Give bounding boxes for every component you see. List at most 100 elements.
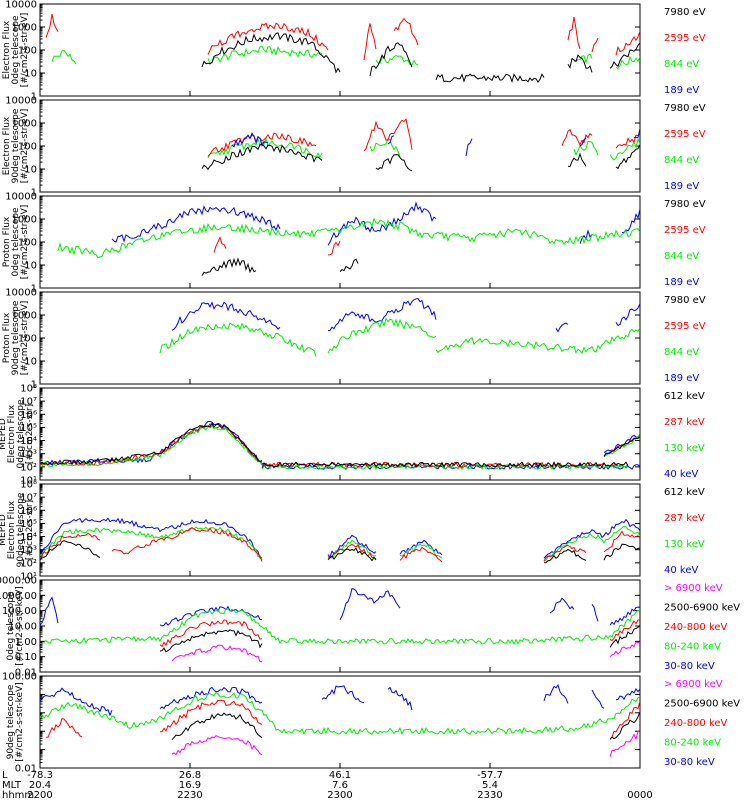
series-2 (201, 143, 640, 172)
series-line (213, 235, 227, 253)
y-tick-label: 10000.00 (0, 576, 37, 587)
y-tick-label: 10.00 (8, 622, 37, 633)
legend-entry: 844 eV (664, 347, 699, 358)
series-line (609, 625, 640, 648)
x-row-label: L (2, 770, 8, 781)
panel-7: 0.01 0.10 1.00 10.00 100.00 1000.00 10000.00 0d… (0, 576, 740, 679)
legend-entry: > 6900 keV (664, 679, 723, 690)
y-tick-label: 1000 (12, 119, 37, 130)
series-4 (40, 540, 640, 564)
y-axis-label: 90deg telescope (11, 300, 21, 375)
series-line (339, 587, 401, 620)
legend-entry: 844 eV (664, 251, 699, 262)
series-group (40, 517, 640, 564)
series-line (399, 539, 443, 556)
series-line (375, 154, 413, 172)
y-tick-label: 1000 (12, 215, 37, 226)
panel-3: 1 10 100 1000 10000 Proton Flux 0deg telescope… (2, 192, 706, 295)
x-tick-label: 2230 (177, 790, 202, 800)
x-tick-label: 16.9 (179, 780, 201, 791)
legend-entry: 130 keV (664, 539, 705, 550)
x-tick-label: 5.4 (482, 780, 498, 791)
series-line (45, 13, 59, 38)
series-line (327, 539, 377, 559)
series-line (327, 201, 437, 246)
y-axis-label: 0deg telescope (16, 399, 26, 469)
series-line (207, 45, 323, 65)
series-line (543, 518, 640, 559)
series-line (369, 137, 401, 157)
x-row-label: MLT (2, 780, 22, 791)
series-line (549, 597, 575, 614)
series-line (591, 37, 599, 53)
y-tick-label: 10⁶ (20, 410, 37, 421)
series-line (579, 137, 587, 147)
legend-entry: 844 eV (664, 59, 699, 70)
legend-entry: 40 keV (664, 469, 698, 480)
series-line (615, 133, 640, 149)
series-line (609, 729, 640, 757)
series-line (435, 73, 545, 84)
series-line (363, 118, 413, 152)
x-tick-label: 7.6 (332, 780, 348, 791)
series-line (207, 22, 329, 55)
y-tick-label: 100 (18, 46, 37, 57)
series-line (327, 317, 437, 354)
series-line (573, 140, 599, 156)
series-2 (40, 691, 640, 736)
x-axis-labels: L -78.3 26.8 46.1 -57.7 MLT 20.4 16.9 7.6 5.4 hhmm… (2, 770, 653, 800)
panel-frame (39, 291, 641, 385)
y-axis-label: [#/cm2-s-str-eV] (20, 109, 30, 184)
series-line (159, 629, 263, 653)
series-line (393, 17, 419, 46)
y-tick-label: 100 (18, 238, 37, 249)
series-2 (57, 217, 640, 259)
series-line (40, 420, 263, 466)
y-tick-label: 1000.00 (0, 591, 37, 602)
series-line (543, 548, 587, 564)
legend-entry: 2595 eV (664, 225, 706, 236)
y-tick-label: 0.10 (15, 652, 37, 663)
y-tick-label: 10² (20, 558, 37, 569)
legend-entry: 240-800 keV (664, 718, 728, 729)
y-tick-label: 100.00 (2, 672, 37, 683)
series-line (603, 436, 640, 457)
y-axis-label: MEPED (0, 514, 8, 546)
series-line (51, 49, 77, 65)
series-line (40, 422, 263, 466)
series-line (207, 136, 323, 159)
y-tick-label: 0.01 (15, 668, 37, 679)
x-tick-label: 2300 (327, 790, 352, 800)
series-line (321, 685, 365, 704)
legend-entry: 80-240 keV (664, 642, 721, 653)
series-group (201, 118, 640, 172)
x-tick-label: 0000 (627, 790, 652, 800)
series-line (111, 527, 263, 562)
legend-entry: 612 keV (664, 391, 705, 402)
y-tick-label: 10⁶ (20, 506, 37, 517)
y-tick-label: 10¹ (20, 572, 37, 583)
series-line (591, 689, 605, 709)
legend-entry: 2500-6900 keV (664, 603, 740, 614)
series-line (609, 137, 640, 161)
y-tick-label: 100.00 (2, 606, 37, 617)
legend-entry: 30-80 keV (664, 757, 715, 768)
legend-entry: 7980 eV (664, 103, 706, 114)
series-3 (45, 13, 640, 61)
y-tick-label: 10⁸ (20, 480, 37, 491)
y-axis-label: Electron Flux (7, 500, 17, 559)
legend-entry: 130 keV (664, 443, 705, 454)
series-line (160, 699, 263, 733)
y-axis-label: [#/cm2-s-str] (25, 404, 35, 464)
x-row-label: hhmm (2, 790, 34, 800)
series-2 (159, 317, 640, 357)
series-line (369, 42, 413, 77)
y-tick-label: 10¹ (20, 476, 37, 487)
series-line (40, 425, 263, 468)
panel-2: 1 10 100 1000 10000 Electron Flux 90deg telesc… (2, 96, 706, 199)
series-line (231, 132, 269, 148)
series-line (159, 322, 317, 357)
series-line (261, 461, 629, 468)
y-axis-label: 0deg telescope (11, 207, 21, 277)
